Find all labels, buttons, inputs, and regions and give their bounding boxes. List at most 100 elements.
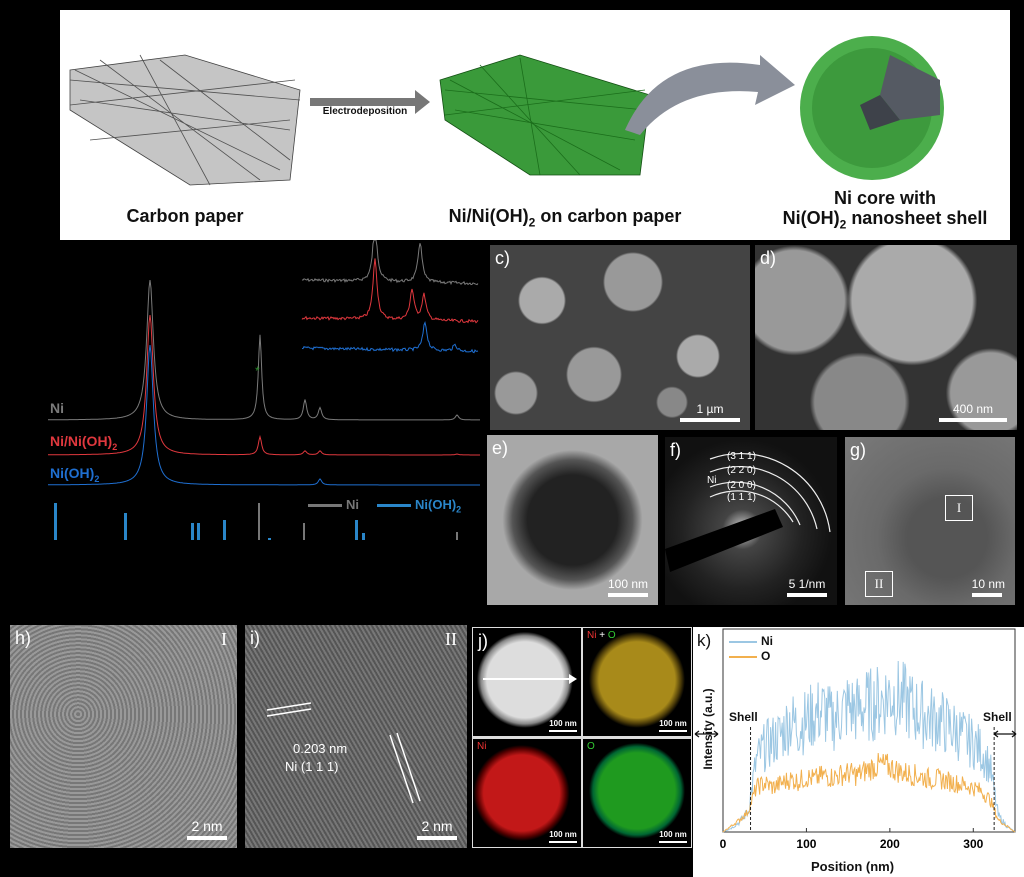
x-tick-label: 200: [880, 837, 900, 851]
overlay-ni: Ni: [587, 630, 597, 641]
ni-map-label: Ni: [477, 741, 487, 752]
line-scan-plot: 0 100 200 300: [694, 628, 1017, 851]
deposit-label-tail: on carbon paper: [535, 206, 682, 226]
scale-text-c: 1 µm: [696, 402, 724, 416]
xrd-inset-pattern-2: [301, 321, 479, 354]
scale-text-i: 2 nm: [421, 818, 453, 834]
nioh2-reference-line: [191, 523, 194, 540]
scale-bar-j3: 100 nm: [549, 830, 577, 843]
panel-label-j: j): [478, 631, 488, 651]
schematic-graphics: [69, 36, 944, 186]
scale-text-h: 2 nm: [191, 818, 223, 834]
legend-o-swatch: [729, 656, 757, 658]
scale-bar-d: 400 nm: [939, 402, 1007, 422]
shell-label-left: Shell: [729, 710, 758, 724]
region-label-h: I: [221, 629, 227, 649]
o-map: O 100 nm: [583, 739, 691, 847]
scale-text-j2: 100 nm: [659, 719, 687, 728]
scale-text-e: 100 nm: [607, 577, 648, 591]
curved-arrow: [625, 55, 795, 135]
xrd-inset-pattern-1: [301, 258, 479, 324]
scale-bar-f: 5 1/nm: [787, 577, 827, 597]
series-line-ni: [722, 660, 1016, 833]
panel-label-c: c): [495, 248, 510, 268]
ni-map: Ni 100 nm: [473, 739, 581, 847]
panel-label-h: h): [15, 628, 32, 648]
xrd-label-ni-nioh2-main: Ni/Ni(OH): [50, 433, 113, 449]
core-label-line1: Ni core with: [833, 188, 936, 208]
overlay-o: O: [607, 630, 616, 641]
saed-phase-label: Ni: [707, 475, 717, 486]
ring-label-311: (3 1 1): [727, 451, 756, 462]
haadf-image: j) 100 nm: [473, 628, 581, 736]
panel-label-d: d): [760, 248, 777, 268]
ref-legend-nioh2-main: Ni(OH): [415, 497, 457, 512]
panel-label-f: f): [670, 440, 681, 460]
xrd-inset-pattern-0: [301, 240, 479, 286]
core-label-line2: Ni(OH)2 nanosheet shell: [760, 208, 1010, 235]
ni-reference-line: [258, 503, 260, 540]
ref-legend-ni-text: Ni: [346, 497, 359, 512]
xrd-label-ni: Ni: [50, 400, 64, 416]
shell-arrow-right: [993, 730, 1017, 738]
region-label-i: II: [445, 629, 457, 649]
nioh2-reference-line: [268, 538, 271, 540]
scale-text-j1: 100 nm: [549, 719, 577, 728]
panel-label-e: e): [492, 438, 509, 458]
core-shell-illustration: [800, 36, 944, 180]
overlay-plus: +: [599, 630, 606, 641]
legend-ni: Ni: [729, 634, 773, 648]
line-scan-chart-k: 0 100 200 300 k) Ni O Shell Shell Position …: [693, 627, 1024, 877]
x-tick-label: 300: [963, 837, 983, 851]
region-box-ii: II: [865, 571, 893, 597]
legend-o-text: O: [761, 649, 771, 663]
scale-bar-e: 100 nm: [607, 577, 648, 597]
scale-text-g: 10 nm: [971, 577, 1005, 591]
nioh2-reference-line: [223, 520, 226, 540]
d-spacing-label: 0.203 nm: [293, 741, 348, 756]
xrd-label-nioh2-main: Ni(OH): [50, 465, 95, 481]
scale-bar-j2: 100 nm: [659, 719, 687, 732]
eds-mapping-j: j) 100 nm Ni + O 100 nm Ni 100 nm O 100 …: [472, 627, 692, 848]
synthesis-schematic: Carbon paper Electrodeposition Ni/Ni(OH)…: [60, 10, 1010, 240]
arrow-head-icon: [569, 674, 577, 684]
xrd-label-nioh2-sub: 2: [94, 473, 100, 484]
scale-bar-c: 1 µm: [680, 402, 740, 422]
scale-bar-g: 10 nm: [971, 577, 1005, 597]
sem-image-d: d) 400 nm: [755, 245, 1017, 430]
series-line-o: [722, 752, 1016, 833]
ring-label-200: (2 0 0): [727, 480, 756, 491]
ni-reference-line: [303, 523, 305, 540]
legend-ni-text: Ni: [761, 634, 773, 648]
ring-label-111: (1 1 1): [727, 492, 756, 503]
scale-text-j3: 100 nm: [549, 830, 577, 839]
xrd-patterns: [48, 240, 480, 540]
tem-image-e: e) 100 nm: [487, 435, 658, 605]
carbon-paper-illustration: [69, 54, 301, 186]
deposited-paper-illustration: [439, 54, 651, 176]
ref-legend-nioh2-line: [377, 504, 411, 508]
lattice-fringe-marks: [266, 702, 421, 804]
scale-bar-i: 2 nm: [417, 818, 457, 840]
saed-pattern-f: f) Ni (3 1 1) (2 2 0) (2 0 0) (1 1 1) 5 …: [665, 437, 837, 605]
region-box-i: I: [945, 495, 973, 521]
ref-legend-ni: Ni: [308, 497, 359, 512]
ni-o-overlay-map: Ni + O 100 nm: [583, 628, 691, 736]
panel-label-i: i): [250, 628, 260, 648]
ref-legend-nioh2-sub: 2: [456, 504, 462, 515]
panel-label-g: g): [850, 440, 867, 460]
scale-bar-j4: 100 nm: [659, 830, 687, 843]
xrd-pattern-1: [48, 314, 480, 456]
plot-frame: [722, 628, 1016, 833]
deposit-label: Ni/Ni(OH)2 on carbon paper: [415, 206, 715, 233]
sem-image-c: c) 1 µm: [490, 245, 750, 430]
x-tick-label: 100: [796, 837, 816, 851]
deposit-label-main: Ni/Ni(OH): [448, 206, 529, 226]
core-shell-label: Ni core with Ni(OH)2 nanosheet shell: [760, 188, 1010, 235]
hrtem-image-g: g) I II 10 nm: [845, 437, 1015, 605]
xrd-label-ni-nioh2: Ni/Ni(OH)2: [50, 433, 117, 452]
core-label-sub: 2: [839, 217, 847, 232]
core-label-tail: nanosheet shell: [846, 208, 988, 228]
scale-text-d: 400 nm: [952, 402, 994, 416]
y-axis-label: Intensity (a.u.): [701, 688, 715, 770]
